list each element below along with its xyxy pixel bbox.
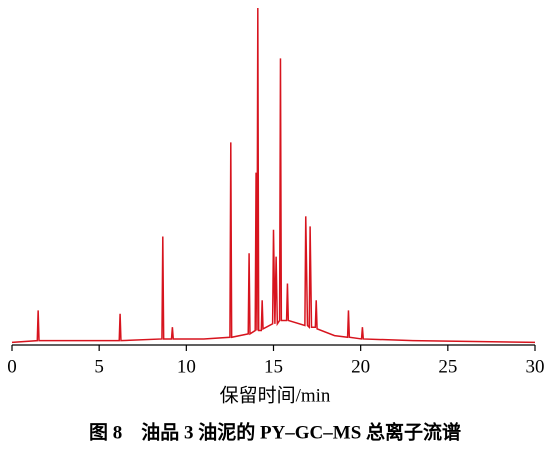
chromatogram-line: [11, 7, 536, 344]
x-tick-label: 15: [264, 356, 283, 377]
x-tick-label: 10: [177, 356, 196, 377]
caption: 图 8 油品 3 油泥的 PY–GC–MS 总离子流谱: [89, 420, 461, 443]
x-tick-label: 20: [351, 356, 370, 377]
x-tick-label: 25: [438, 356, 457, 377]
x-tick-label: 30: [526, 356, 545, 377]
x-tick-label: 5: [94, 356, 104, 377]
x-tick-label: 0: [7, 356, 17, 377]
x-axis-label: 保留时间/min: [220, 384, 331, 406]
